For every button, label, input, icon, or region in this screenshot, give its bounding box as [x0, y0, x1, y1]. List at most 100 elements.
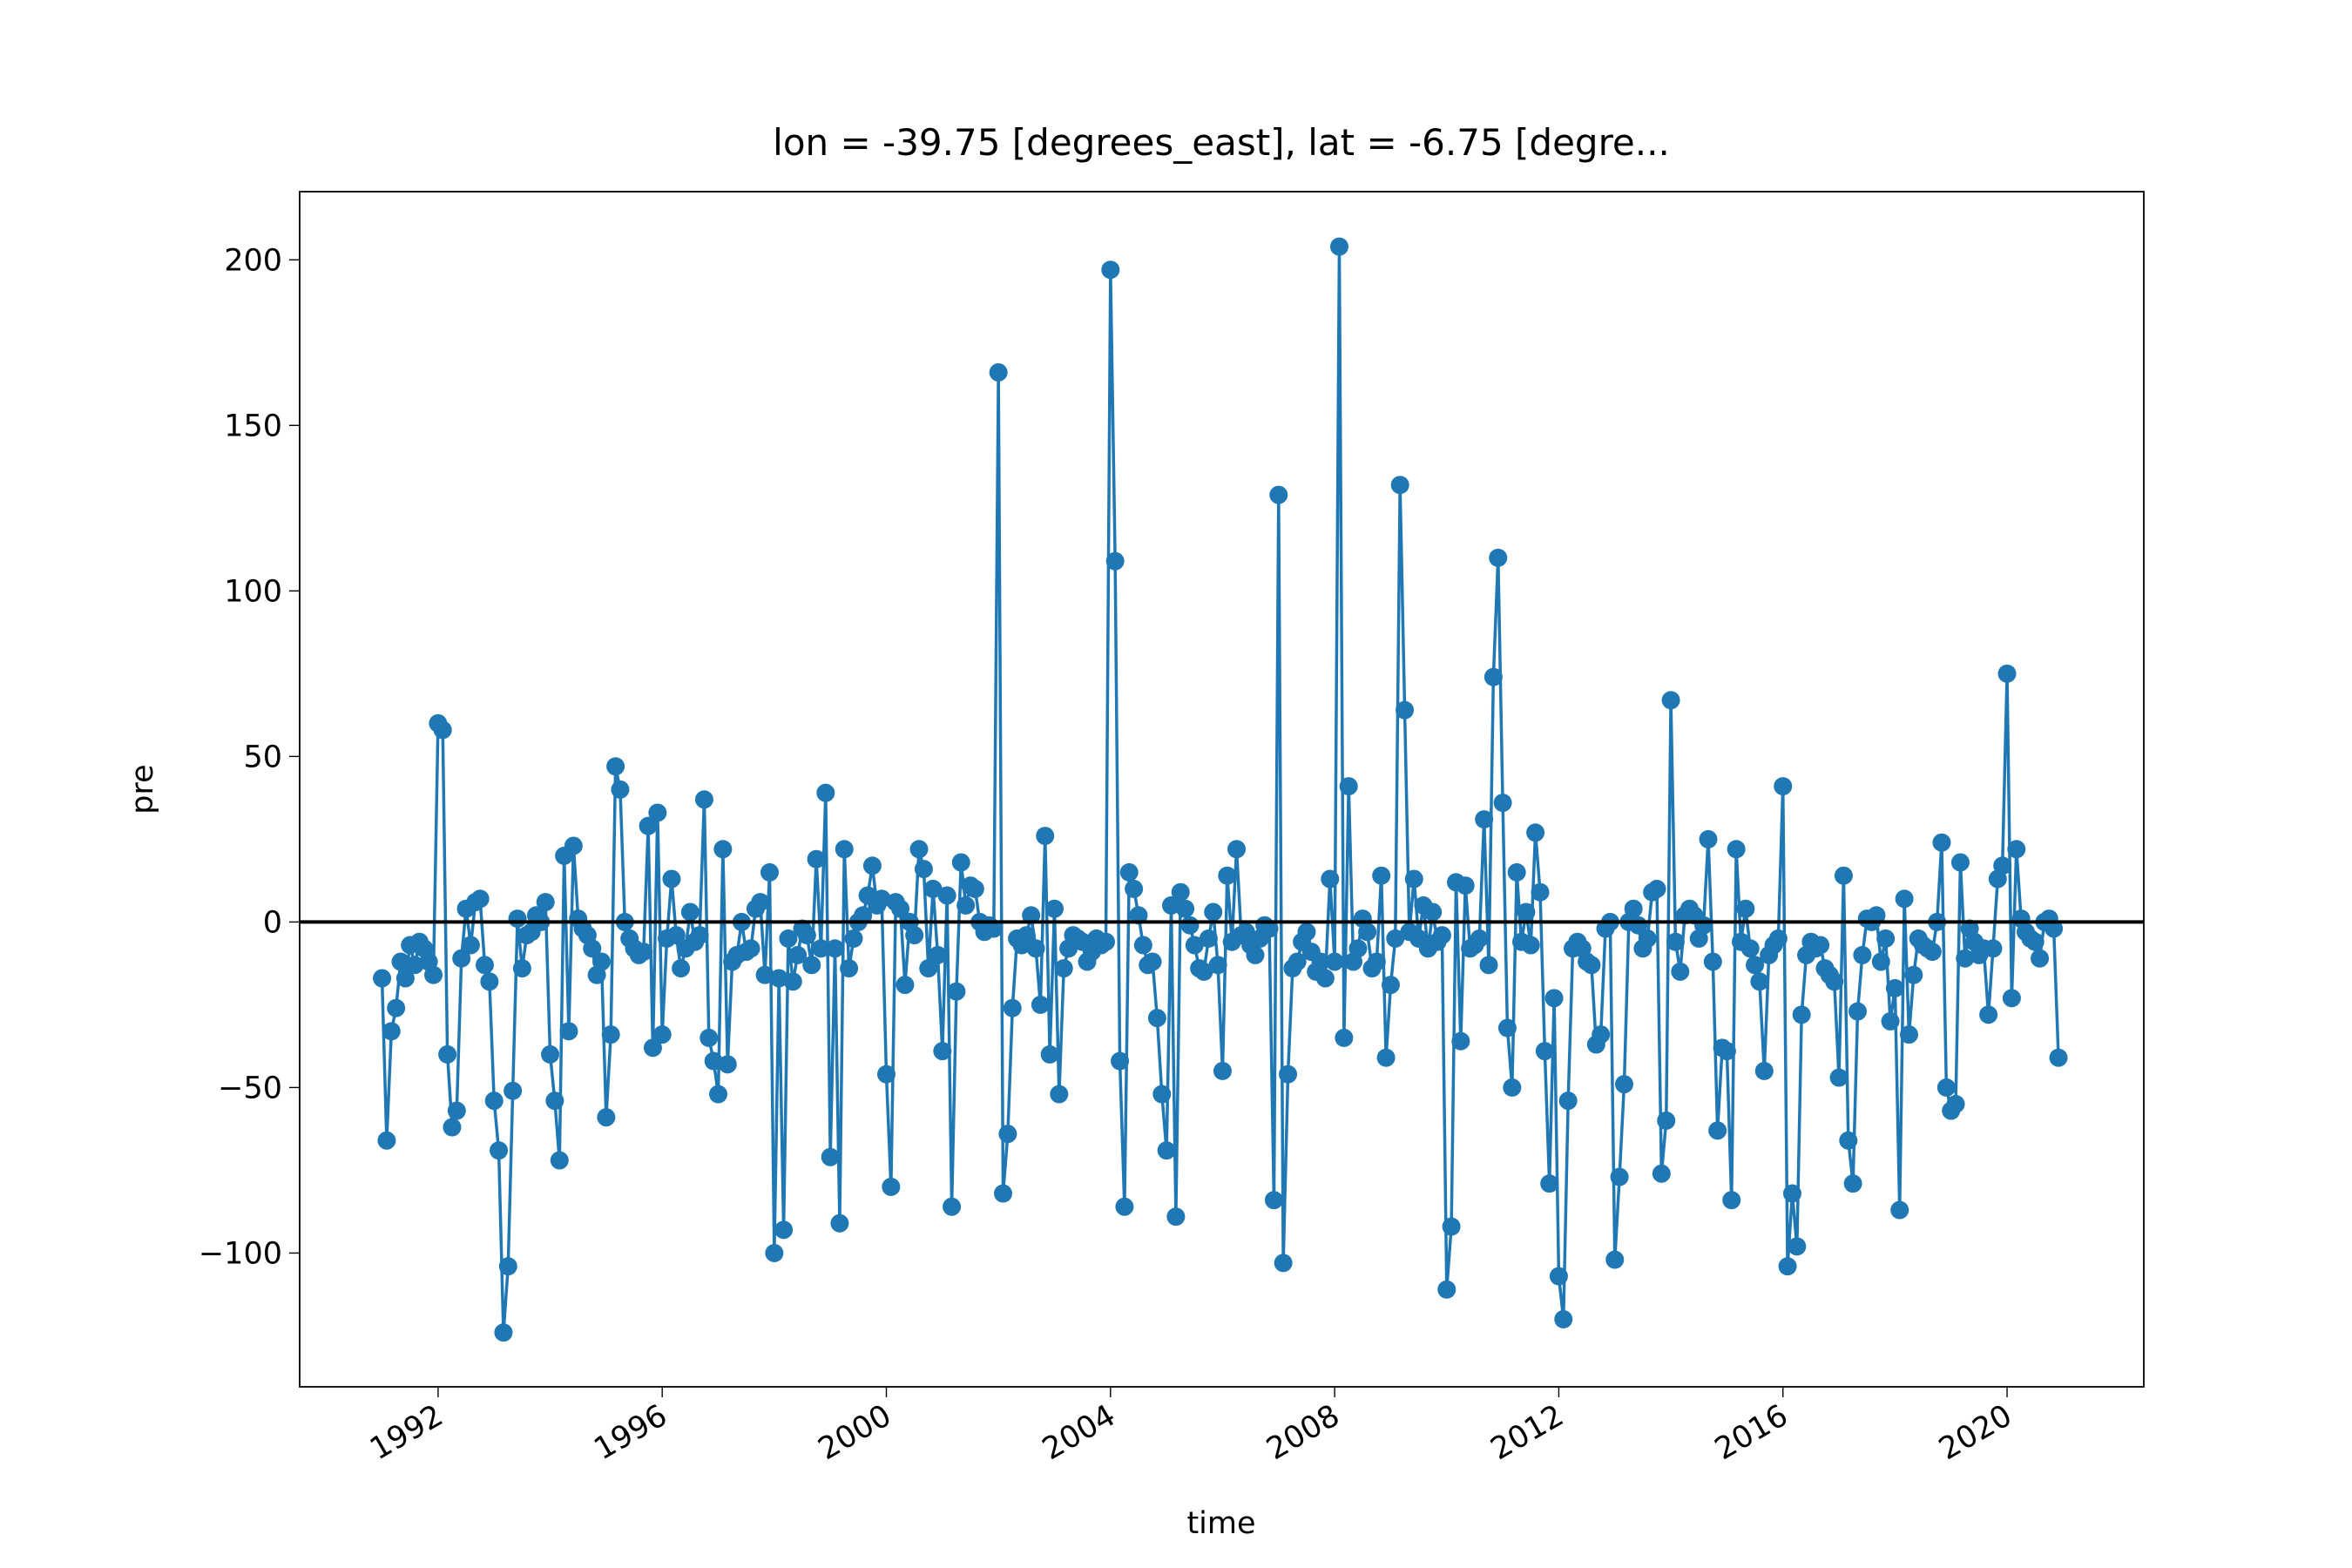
data-point [680, 902, 700, 922]
data-point [1876, 929, 1896, 948]
data-point [433, 720, 452, 740]
data-point [802, 956, 821, 975]
data-point [1246, 945, 1265, 964]
data-point [1694, 916, 1713, 935]
data-point [1204, 902, 1223, 922]
data-point [1531, 882, 1550, 902]
data-line [380, 245, 2060, 1335]
data-point [1297, 923, 1316, 942]
data-point [490, 1141, 509, 1160]
plot-frame [299, 191, 2145, 1388]
data-point [1143, 952, 1162, 971]
data-point [854, 906, 873, 925]
data-point [447, 1101, 466, 1120]
data-point [1740, 939, 1760, 958]
data-point [498, 1257, 517, 1276]
data-point [480, 972, 499, 991]
data-point [1269, 485, 1288, 504]
data-point [1274, 1254, 1293, 1273]
data-point [923, 879, 943, 898]
data-point [611, 780, 630, 799]
data-point [1432, 926, 1451, 945]
data-point [475, 956, 494, 975]
data-point [643, 1038, 662, 1058]
data-point [1031, 995, 1050, 1014]
data-point [2025, 932, 2044, 951]
data-point [597, 1108, 616, 1127]
data-point [718, 1055, 737, 1074]
data-point [1558, 1092, 1578, 1111]
data-point [1956, 949, 1975, 968]
y-axis-label: pre [125, 764, 160, 814]
data-point [373, 969, 392, 988]
data-point [1904, 965, 1923, 984]
data-point [1348, 939, 1368, 958]
chart-title: lon = -39.75 [degrees_east], lat = -6.75… [773, 121, 1670, 164]
data-point [1129, 906, 1148, 925]
data-point [1624, 899, 1643, 918]
data-point [2031, 949, 2050, 968]
data-point [652, 1025, 672, 1044]
data-point [1825, 972, 1844, 991]
data-point [438, 1044, 457, 1064]
data-point [1750, 972, 1769, 991]
data-point [1979, 1005, 1998, 1024]
data-point [1218, 866, 1237, 885]
data-point [919, 959, 938, 978]
data-point [760, 862, 780, 882]
data-point [1166, 1207, 1186, 1227]
data-point [508, 909, 527, 929]
data-point [1227, 840, 1247, 859]
data-point [512, 959, 531, 978]
data-point [1782, 1184, 1801, 1203]
data-point [666, 926, 686, 945]
data-point [951, 853, 970, 872]
data-point [1208, 956, 1227, 975]
data-point [937, 886, 956, 905]
data-point [484, 1092, 504, 1111]
data-point [395, 969, 415, 988]
data-point [648, 803, 667, 822]
data-point [1171, 882, 1190, 902]
data-point [1652, 1164, 1671, 1183]
data-point [1372, 866, 1391, 885]
data-point [1811, 936, 1830, 955]
data-point [1535, 1042, 1554, 1061]
data-point [387, 998, 406, 1017]
data-point [1950, 853, 1970, 872]
data-point [2002, 989, 2021, 1008]
data-point [1390, 476, 1409, 495]
y-tick-label: −100 [199, 1236, 282, 1271]
data-point [1871, 952, 1890, 971]
data-point [956, 896, 976, 915]
data-point [1736, 899, 1755, 918]
data-point [1540, 1174, 1559, 1193]
x-axis-label: time [1186, 1506, 1255, 1541]
data-point [1605, 1250, 1625, 1269]
data-point [1199, 929, 1218, 948]
data-point [1867, 906, 1886, 925]
data-point [891, 899, 910, 918]
data-point [807, 849, 826, 868]
data-point [1521, 936, 1540, 955]
data-point [1050, 1085, 1069, 1104]
data-point [1125, 879, 1144, 898]
data-point [844, 929, 863, 948]
data-point [1376, 1048, 1396, 1067]
data-point [1946, 1094, 1965, 1113]
data-point [840, 959, 859, 978]
data-point [1017, 926, 1036, 945]
data-point [1699, 829, 1718, 848]
data-point [713, 840, 733, 859]
data-point [1778, 1257, 1797, 1276]
data-point [862, 856, 882, 875]
data-point [541, 1044, 560, 1064]
data-point [1754, 1061, 1774, 1080]
data-point [1026, 939, 1045, 958]
data-point [1036, 827, 1055, 846]
data-point [1843, 1174, 1862, 1193]
data-point [452, 949, 471, 968]
data-point [1768, 929, 1788, 948]
data-point [1497, 1018, 1517, 1037]
